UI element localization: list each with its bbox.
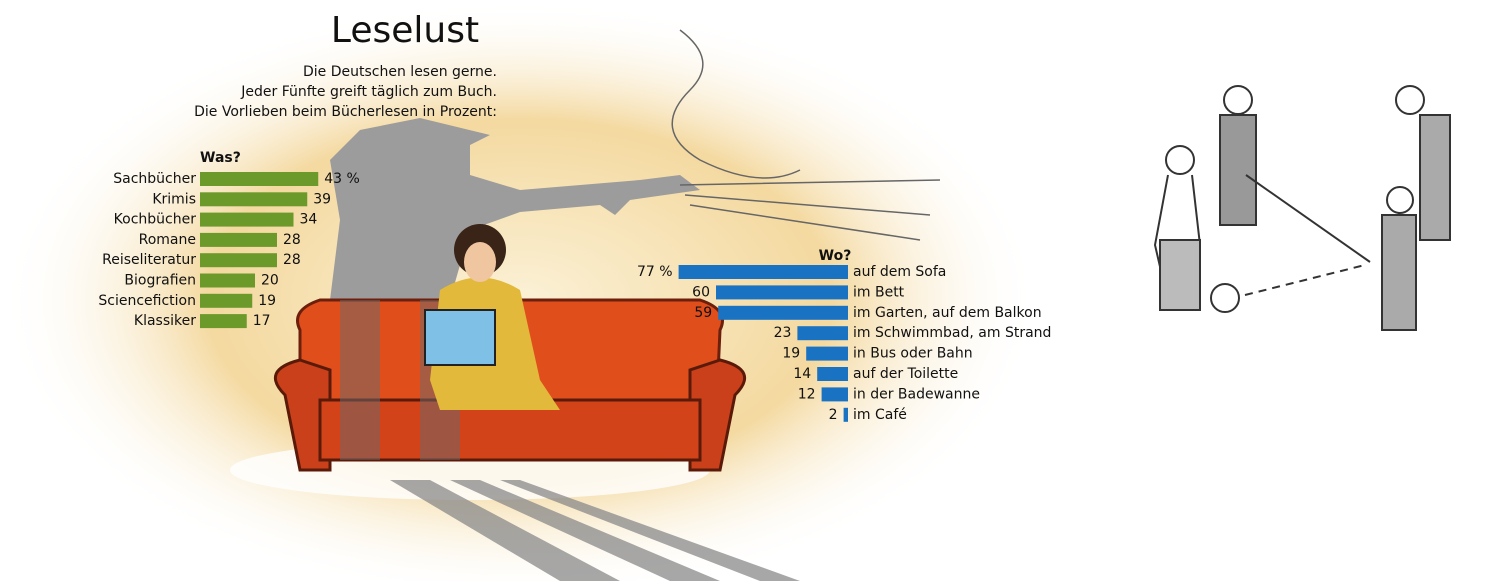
bar xyxy=(716,285,848,299)
category-label: auf der Toilette xyxy=(853,366,958,382)
category-label: Sciencefiction xyxy=(98,293,196,309)
category-label: im Bett xyxy=(853,284,905,300)
bar xyxy=(200,294,252,308)
category-label: Sachbücher xyxy=(113,171,196,187)
value-label: 12 xyxy=(798,386,816,402)
infographic: Leselust Die Deutschen lesen gerne. Jeder… xyxy=(0,0,1489,581)
bar xyxy=(200,192,307,206)
value-label: 77 % xyxy=(637,264,673,280)
value-label: 60 xyxy=(692,284,710,300)
category-label: Krimis xyxy=(152,191,196,207)
subtitle-line: Die Deutschen lesen gerne. xyxy=(303,64,497,80)
value-label: 34 xyxy=(300,212,318,228)
bar xyxy=(200,253,277,267)
bar xyxy=(797,326,848,340)
category-label: auf dem Sofa xyxy=(853,264,946,280)
value-label: 23 xyxy=(774,325,792,341)
bar xyxy=(679,265,848,279)
chart-title: Wo? xyxy=(819,248,852,264)
value-label: 39 xyxy=(313,191,331,207)
bar xyxy=(200,172,318,186)
category-label: im Café xyxy=(853,407,907,423)
bar xyxy=(822,387,848,401)
bar xyxy=(718,306,848,320)
value-label: 43 % xyxy=(324,171,360,187)
value-label: 19 xyxy=(782,346,800,362)
bar xyxy=(200,213,294,227)
bar xyxy=(806,347,848,361)
category-label: in der Badewanne xyxy=(853,386,980,402)
bar xyxy=(200,314,247,328)
category-label: Biografien xyxy=(124,273,196,289)
category-label: im Schwimmbad, am Strand xyxy=(853,325,1051,341)
bar xyxy=(844,408,848,422)
value-label: 28 xyxy=(283,232,301,248)
subtitle-line: Die Vorlieben beim Bücherlesen in Prozen… xyxy=(194,104,497,120)
value-label: 20 xyxy=(261,273,279,289)
bar xyxy=(200,233,277,247)
category-label: Kochbücher xyxy=(114,212,197,228)
bar xyxy=(817,367,848,381)
category-label: in Bus oder Bahn xyxy=(853,346,973,362)
value-label: 59 xyxy=(694,305,712,321)
category-label: Romane xyxy=(139,232,196,248)
value-label: 2 xyxy=(829,407,838,423)
page-title: Leselust xyxy=(331,10,479,51)
value-label: 14 xyxy=(793,366,811,382)
value-label: 17 xyxy=(253,313,271,329)
chart-title: Was? xyxy=(200,150,241,166)
category-label: Reiseliteratur xyxy=(102,252,196,268)
value-label: 28 xyxy=(283,252,301,268)
category-label: im Garten, auf dem Balkon xyxy=(853,305,1042,321)
bar xyxy=(200,274,255,288)
value-label: 19 xyxy=(258,293,276,309)
category-label: Klassiker xyxy=(134,313,196,329)
subtitle-line: Jeder Fünfte greift täglich zum Buch. xyxy=(240,84,497,100)
